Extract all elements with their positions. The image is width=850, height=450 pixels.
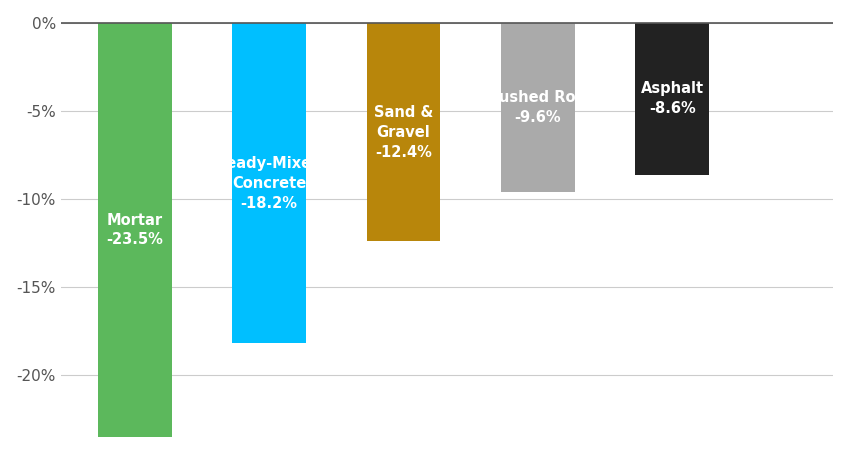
Text: Crushed Rock
-9.6%: Crushed Rock -9.6% xyxy=(481,90,594,125)
Bar xyxy=(501,23,575,192)
Text: Asphalt
-8.6%: Asphalt -8.6% xyxy=(641,81,704,116)
Text: Sand &
Gravel
-12.4%: Sand & Gravel -12.4% xyxy=(374,105,434,160)
Text: Mortar
-23.5%: Mortar -23.5% xyxy=(106,212,163,248)
Bar xyxy=(232,23,306,343)
Bar xyxy=(366,23,440,241)
Bar xyxy=(98,23,172,437)
Text: Ready-Mixed
Concrete
-18.2%: Ready-Mixed Concrete -18.2% xyxy=(216,156,322,211)
Bar xyxy=(635,23,709,175)
